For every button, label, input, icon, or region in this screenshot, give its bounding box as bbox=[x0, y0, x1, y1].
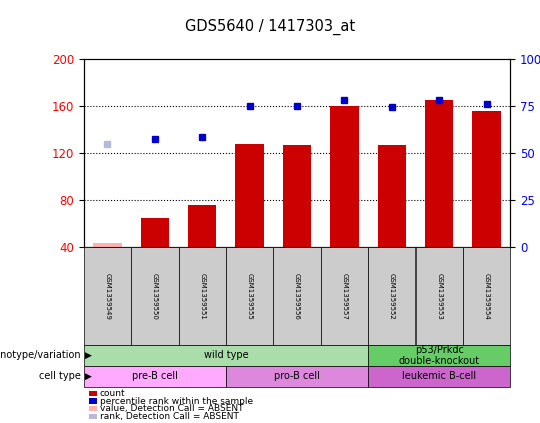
Text: GSM1359552: GSM1359552 bbox=[389, 273, 395, 319]
Bar bbox=[188, 205, 217, 247]
Text: pre-B cell: pre-B cell bbox=[132, 371, 178, 382]
Text: genotype/variation: genotype/variation bbox=[0, 350, 81, 360]
Text: leukemic B-cell: leukemic B-cell bbox=[402, 371, 476, 382]
Text: GSM1359557: GSM1359557 bbox=[341, 273, 347, 319]
Text: GSM1359553: GSM1359553 bbox=[436, 273, 442, 319]
Text: GSM1359549: GSM1359549 bbox=[104, 273, 110, 319]
Bar bbox=[93, 243, 122, 247]
Text: GSM1359555: GSM1359555 bbox=[247, 273, 253, 319]
Text: ▶: ▶ bbox=[85, 372, 92, 381]
Text: ▶: ▶ bbox=[85, 351, 92, 360]
Text: pro-B cell: pro-B cell bbox=[274, 371, 320, 382]
Text: rank, Detection Call = ABSENT: rank, Detection Call = ABSENT bbox=[100, 412, 239, 421]
Bar bbox=[472, 111, 501, 247]
Text: value, Detection Call = ABSENT: value, Detection Call = ABSENT bbox=[100, 404, 244, 413]
Text: GSM1359551: GSM1359551 bbox=[199, 273, 205, 319]
Bar bbox=[140, 218, 169, 247]
Text: cell type: cell type bbox=[39, 371, 81, 382]
Text: GSM1359550: GSM1359550 bbox=[152, 273, 158, 319]
Bar bbox=[330, 106, 359, 247]
Text: GSM1359554: GSM1359554 bbox=[484, 273, 490, 319]
Text: p53/Prkdc
double-knockout: p53/Prkdc double-knockout bbox=[399, 344, 480, 366]
Text: GDS5640 / 1417303_at: GDS5640 / 1417303_at bbox=[185, 19, 355, 35]
Text: wild type: wild type bbox=[204, 350, 248, 360]
Text: GSM1359556: GSM1359556 bbox=[294, 273, 300, 319]
Text: percentile rank within the sample: percentile rank within the sample bbox=[100, 396, 253, 406]
Bar bbox=[425, 100, 454, 247]
Bar bbox=[235, 144, 264, 247]
Bar bbox=[377, 145, 406, 247]
Text: count: count bbox=[100, 389, 125, 398]
Bar bbox=[283, 145, 311, 247]
